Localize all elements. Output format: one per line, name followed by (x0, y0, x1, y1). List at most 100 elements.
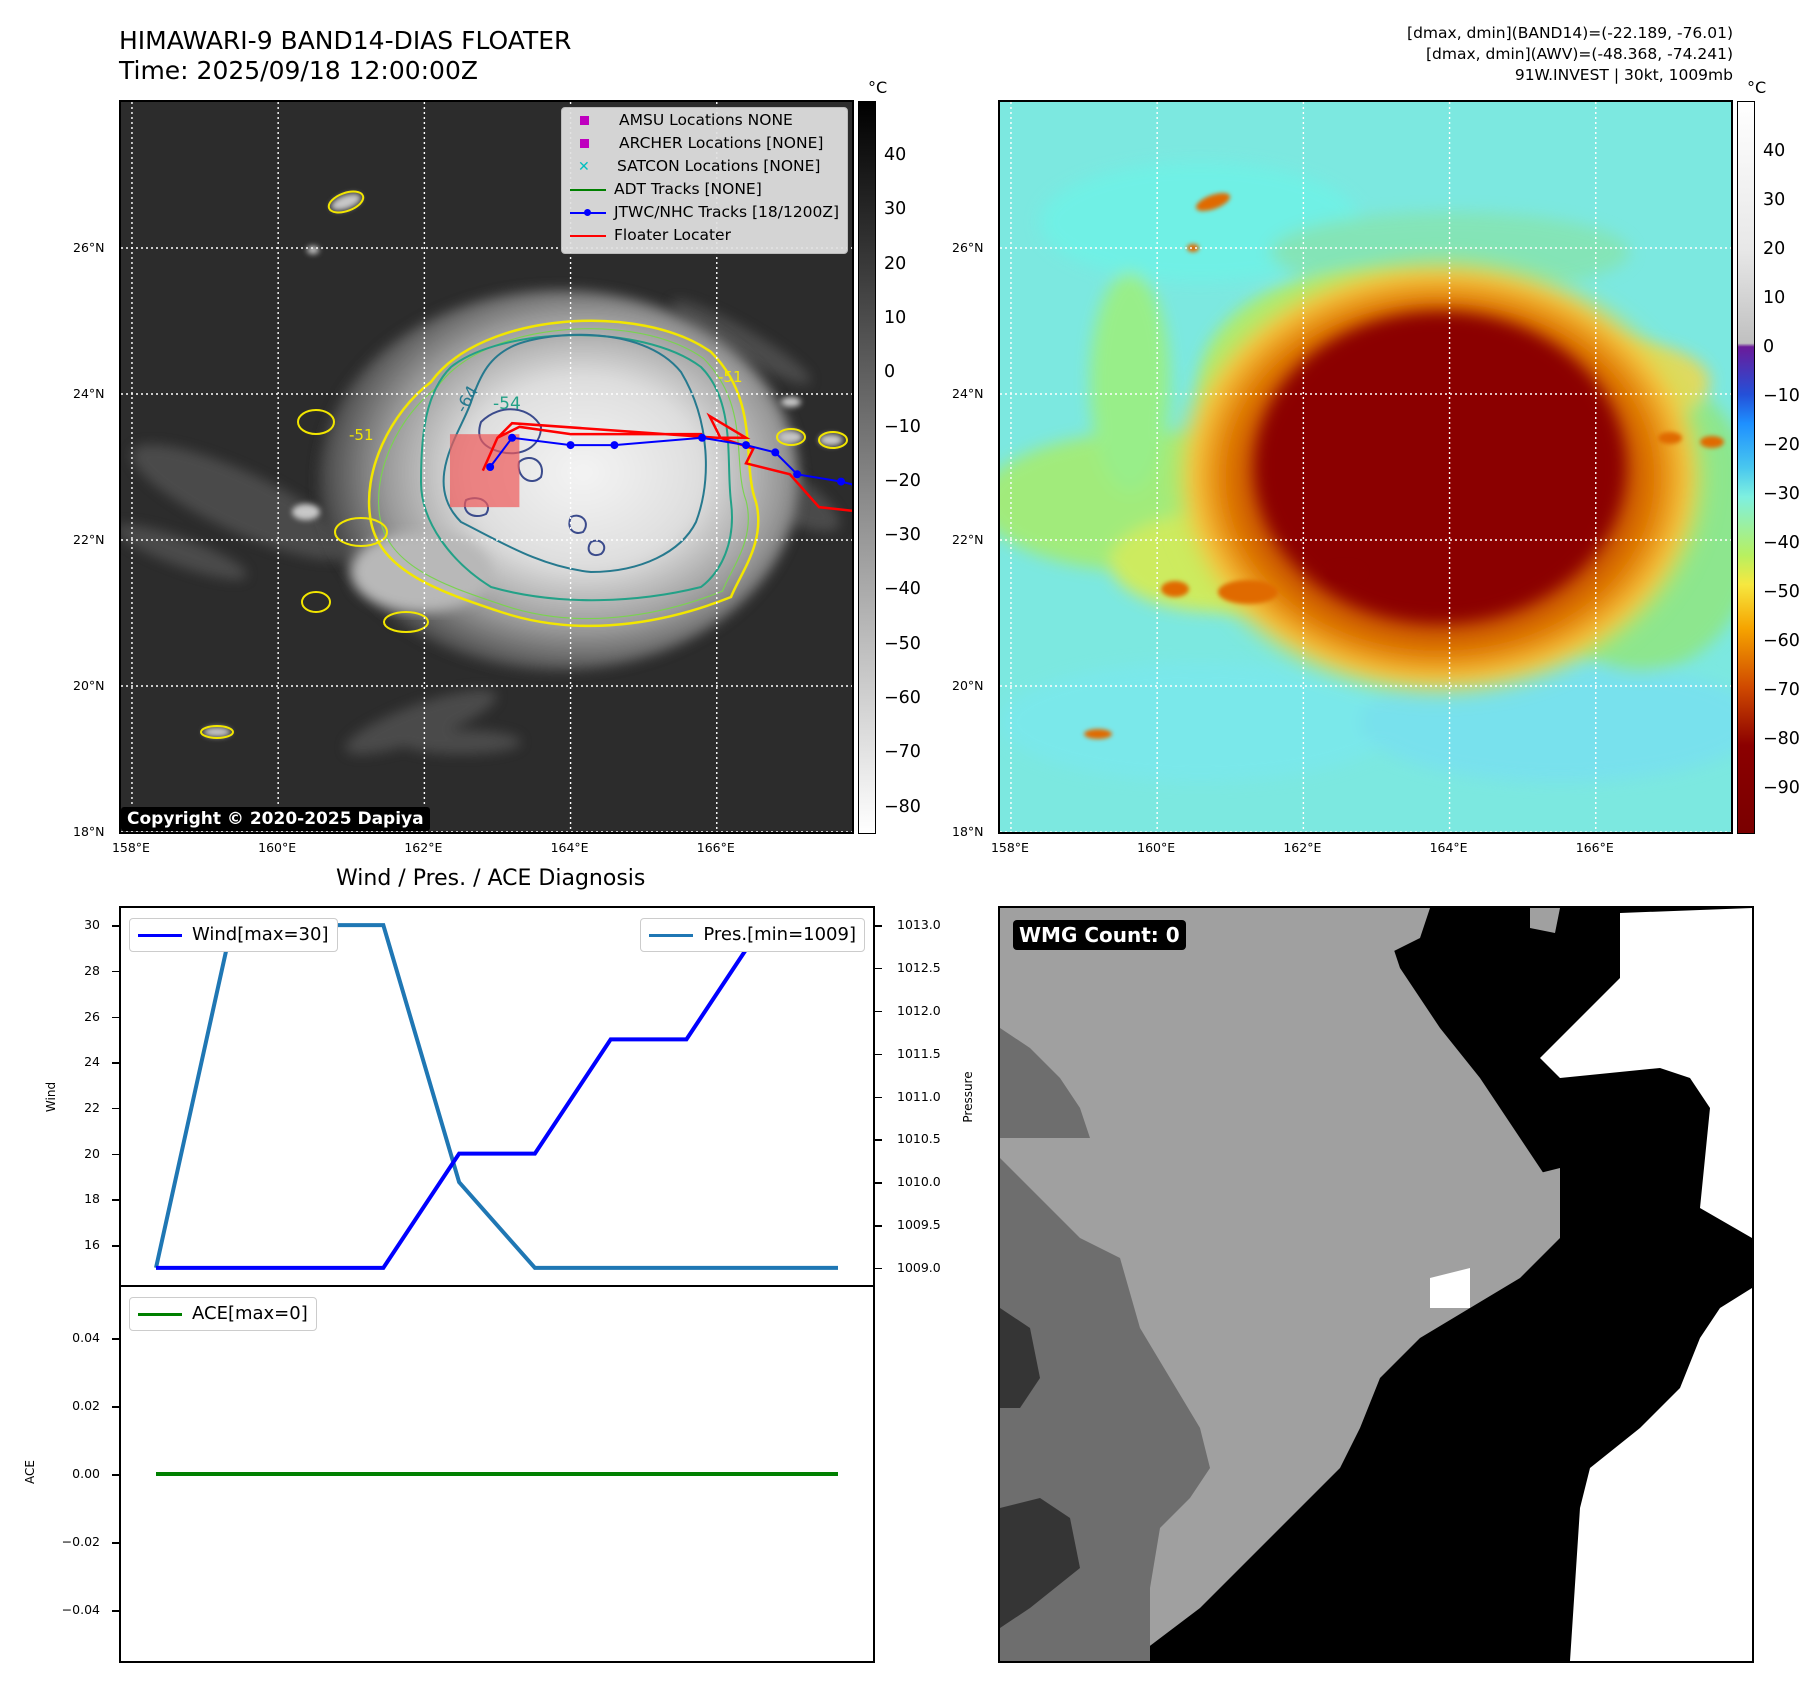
ace-tick-label: 0.02 (72, 1398, 100, 1413)
legend-archer: ARCHER Locations [NONE] (570, 132, 823, 154)
colorbar-tick-label: 10 (1763, 288, 1786, 308)
wind-tick-label: 30 (84, 917, 100, 933)
pressure-tick-label: 1012.0 (897, 1002, 941, 1018)
colorbar-tick-label: −20 (884, 470, 921, 491)
awv-map-panel (998, 100, 1733, 834)
wind-tick-label: 18 (84, 1191, 100, 1207)
jtwc-track-line (489, 436, 852, 486)
contour-label: -51 (349, 426, 374, 444)
legend-floater: Floater Locater (570, 224, 731, 246)
pressure-tick-label: 1012.5 (897, 959, 941, 975)
longitude-tick-label: 158°E (990, 840, 1029, 855)
colorbar-tick-label: 40 (1763, 141, 1786, 161)
longitude-tick-label: 164°E (1429, 840, 1468, 855)
info-awv: [dmax, dmin](AWV)=(-48.368, -74.241) (1426, 45, 1733, 63)
band14-map-image: -54 -64 -51 -51 (121, 102, 852, 832)
awv-colorbar (1737, 101, 1755, 834)
ace-plot: ACE[max=0] (119, 1285, 875, 1663)
ace-tick-label: −0.04 (61, 1602, 100, 1617)
wind-pressure-lines (154, 923, 838, 1270)
wind-pressure-plot: Wind[max=30] Pres.[min=1009] (119, 906, 875, 1287)
legend-square-icon (580, 116, 589, 125)
jtwc-track-point (742, 441, 751, 450)
jtwc-track-point (566, 441, 575, 450)
jtwc-track-point (486, 463, 495, 471)
latitude-tick-label: 24°N (73, 386, 105, 401)
colorbar-tick-label: 10 (884, 307, 907, 328)
wind-legend: Wind[max=30] (129, 918, 338, 952)
axis-tick-mark (112, 1474, 119, 1476)
pressure-tick-label: 1011.5 (897, 1045, 941, 1061)
legend-x-icon: ✕ (578, 159, 590, 175)
wmg-panel: WMG Count: 0 (998, 906, 1754, 1663)
diagnosis-title: Wind / Pres. / ACE Diagnosis (336, 866, 646, 891)
pressure-tick-label: 1011.0 (897, 1088, 941, 1104)
axis-tick-mark (875, 1267, 882, 1270)
longitude-tick-label: 162°E (1283, 840, 1322, 855)
pressure-axis-label: Pressure (961, 1071, 975, 1123)
axis-tick-mark (875, 1010, 882, 1013)
colorbar-tick-label: 0 (884, 362, 896, 383)
colorbar-tick-label: 0 (1763, 337, 1775, 357)
legend-line-icon (570, 234, 606, 237)
latitude-tick-label: 22°N (73, 532, 105, 547)
legend-line-icon (570, 188, 606, 191)
colorbar-tick-label: 30 (884, 199, 907, 220)
band14-map-panel: -54 -64 -51 -51 AMSU Locations NONE ARCH… (119, 100, 854, 834)
band14-colorbar (858, 101, 876, 834)
longitude-tick-label: 160°E (258, 840, 297, 855)
latitude-tick-label: 18°N (952, 824, 984, 839)
latitude-tick-label: 26°N (73, 240, 105, 255)
axis-tick-mark (112, 1610, 119, 1612)
wind-tick-label: 24 (84, 1054, 100, 1070)
axis-tick-mark (875, 925, 882, 927)
axis-tick-mark (112, 1153, 119, 1156)
axis-tick-mark (112, 925, 119, 927)
colorbar-tick-label: −20 (1763, 435, 1800, 455)
legend-jtwc: JTWC/NHC Tracks [18/1200Z] (570, 201, 839, 223)
colorbar-tick-label: −90 (1763, 778, 1800, 798)
latitude-tick-label: 24°N (952, 386, 984, 401)
ace-axis-label: ACE (22, 1460, 37, 1484)
longitude-tick-label: 166°E (1575, 840, 1614, 855)
latitude-tick-label: 20°N (952, 678, 984, 693)
axis-tick-mark (875, 1053, 882, 1056)
ace-tick-label: 0.00 (72, 1466, 100, 1481)
legend-satcon: ✕ SATCON Locations [NONE] (570, 155, 820, 177)
contour-label: -54 (493, 394, 521, 414)
colorbar-tick-label: −40 (1763, 533, 1800, 553)
legend-amsu: AMSU Locations NONE (570, 109, 793, 131)
axis-tick-mark (112, 1107, 119, 1110)
band14-colorbar-unit: °C (868, 78, 888, 97)
axis-tick-mark (112, 970, 119, 973)
axis-tick-mark (112, 1338, 119, 1340)
latitude-tick-label: 18°N (73, 824, 105, 839)
colorbar-tick-label: −70 (884, 742, 921, 763)
longitude-tick-label: 162°E (404, 840, 443, 855)
pressure-tick-label: 1013.0 (897, 917, 941, 933)
info-band14: [dmax, dmin](BAND14)=(-22.189, -76.01) (1407, 24, 1733, 42)
pressure-series-line (154, 923, 838, 1270)
jtwc-track-point (508, 433, 517, 442)
axis-tick-mark (112, 1406, 119, 1408)
jtwc-track-point (698, 433, 707, 442)
longitude-tick-label: 158°E (111, 840, 150, 855)
colorbar-tick-label: 40 (884, 145, 907, 165)
colorbar-tick-label: −30 (1763, 484, 1800, 504)
wind-series-line (156, 923, 838, 1270)
pressure-tick-label: 1010.5 (897, 1131, 941, 1147)
axis-tick-mark (112, 1199, 119, 1201)
awv-colorbar-unit: °C (1747, 78, 1767, 97)
wmg-image (1000, 908, 1752, 1661)
info-storm: 91W.INVEST | 30kt, 1009mb (1514, 66, 1733, 84)
ace-legend: ACE[max=0] (129, 1297, 317, 1331)
pressure-tick-label: 1009.5 (897, 1217, 941, 1233)
floater-box (449, 434, 520, 508)
jtwc-track-point (610, 441, 619, 450)
ace-tick-label: 0.04 (72, 1330, 100, 1345)
longitude-tick-label: 160°E (1137, 840, 1176, 855)
colorbar-tick-label: 20 (1763, 239, 1786, 259)
figure-time: Time: 2025/09/18 12:00:00Z (119, 56, 478, 85)
axis-tick-mark (875, 1182, 882, 1184)
colorbar-tick-label: 30 (1763, 190, 1786, 210)
